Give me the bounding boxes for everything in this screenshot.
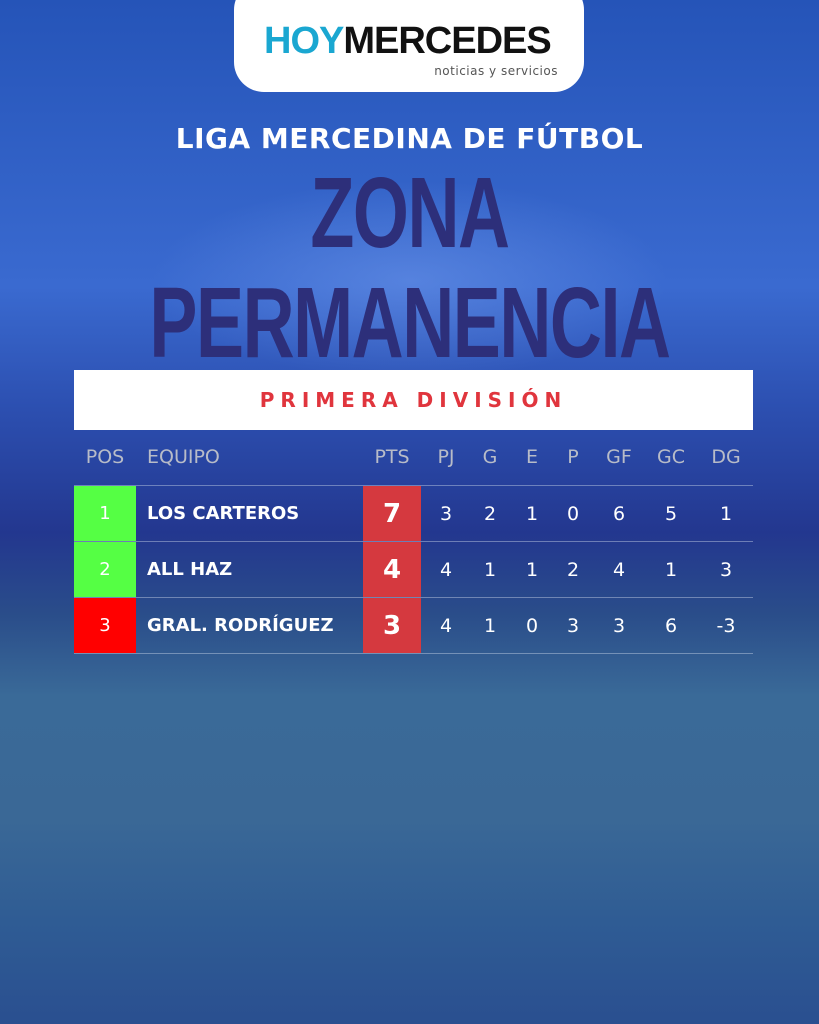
cell-team: LOS CARTEROS xyxy=(147,503,300,524)
header-gf: GF xyxy=(606,446,632,468)
background-glow xyxy=(150,180,670,380)
cell-gf: 3 xyxy=(612,614,626,637)
logo: HOYMERCEDES noticias y servicios xyxy=(234,0,584,92)
league-title: LIGA MERCEDINA DE FÚTBOL xyxy=(175,122,644,155)
page-title: ZONA PERMANENCIA xyxy=(149,157,671,379)
cell-gf: 4 xyxy=(612,558,626,581)
cell-p: 2 xyxy=(566,558,580,581)
cell-e: 1 xyxy=(525,558,539,581)
cell-dg: 1 xyxy=(719,502,733,525)
cell-pos: 2 xyxy=(74,542,136,597)
header-pj: PJ xyxy=(437,446,455,468)
logo-hoy: HOY xyxy=(264,20,344,62)
cell-pos: 1 xyxy=(74,486,136,541)
header-dg: DG xyxy=(711,446,741,468)
cell-pts: 4 xyxy=(363,542,421,597)
table-header: POS EQUIPO PTS PJ G E P GF GC DG xyxy=(74,440,753,474)
cell-team: ALL HAZ xyxy=(147,559,233,580)
cell-e: 0 xyxy=(525,614,539,637)
cell-p: 3 xyxy=(566,614,580,637)
logo-mercedes: MERCEDES xyxy=(343,20,551,62)
cell-pj: 3 xyxy=(439,502,453,525)
table-row: 2 ALL HAZ 4 4 1 1 2 4 1 3 xyxy=(74,542,753,598)
header-g: G xyxy=(482,446,498,468)
cell-gc: 6 xyxy=(664,614,678,637)
divider xyxy=(74,485,753,486)
logo-tagline: noticias y servicios xyxy=(434,64,558,78)
cell-dg: -3 xyxy=(716,614,736,637)
cell-e: 1 xyxy=(525,502,539,525)
header-p: P xyxy=(567,446,579,468)
cell-g: 1 xyxy=(483,614,497,637)
cell-pts: 3 xyxy=(363,598,421,653)
cell-gf: 6 xyxy=(612,502,626,525)
cell-gc: 1 xyxy=(664,558,678,581)
header-pos: POS xyxy=(85,446,125,468)
cell-pj: 4 xyxy=(439,558,453,581)
cell-g: 2 xyxy=(483,502,497,525)
cell-team: GRAL. RODRÍGUEZ xyxy=(147,615,334,636)
cell-pj: 4 xyxy=(439,614,453,637)
cell-p: 0 xyxy=(566,502,580,525)
table-row: 3 GRAL. RODRÍGUEZ 3 4 1 0 3 3 6 -3 xyxy=(74,598,753,654)
cell-g: 1 xyxy=(483,558,497,581)
header-equipo: EQUIPO xyxy=(147,446,220,468)
header-pts: PTS xyxy=(374,446,410,468)
header-gc: GC xyxy=(657,446,685,468)
cell-gc: 5 xyxy=(664,502,678,525)
cell-pts: 7 xyxy=(363,486,421,541)
cell-pos: 3 xyxy=(74,598,136,653)
header-e: E xyxy=(525,446,538,468)
cell-dg: 3 xyxy=(719,558,733,581)
table-row: 1 LOS CARTEROS 7 3 2 1 0 6 5 1 xyxy=(74,486,753,542)
division-banner: PRIMERA DIVISIÓN xyxy=(74,370,753,430)
